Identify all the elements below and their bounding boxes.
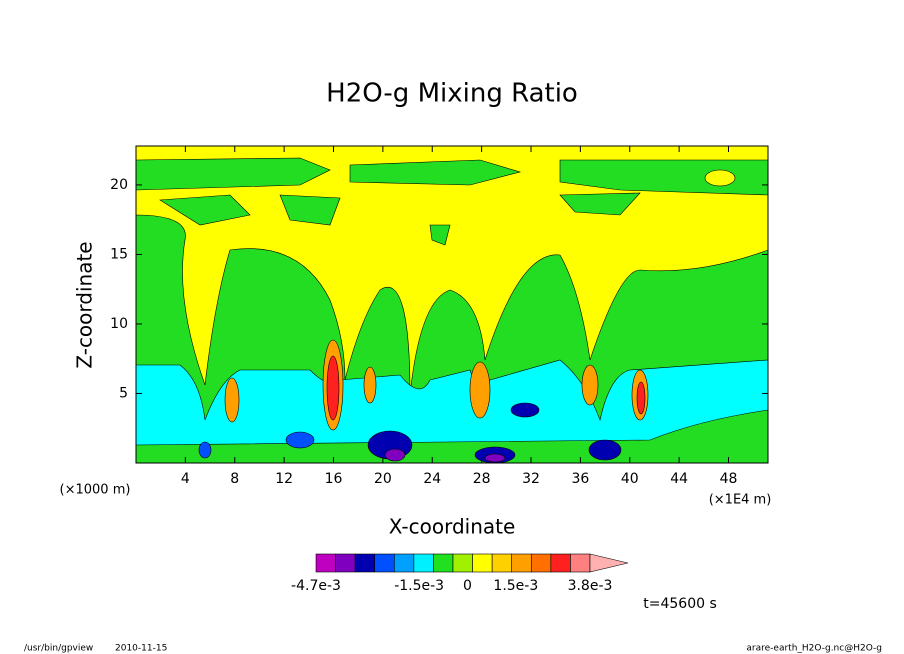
x-tick-label: 4 [181,471,190,487]
colorbar-box [452,553,473,573]
contour-field [135,145,769,464]
x-tick-label: 32 [522,471,540,487]
y-units: (×1000 m) [60,483,131,498]
colorbar-box [511,553,532,573]
y-tick-label: 15 [110,246,128,262]
colorbar-box [413,553,434,573]
x-tick-label: 40 [621,471,639,487]
colorbar-label: 0 [463,578,472,594]
colorbar-box [315,553,336,573]
colorbar-box [472,553,493,573]
colorbar-box [433,553,454,573]
x-tick-label: 12 [275,471,293,487]
colorbar-label: 1.5e-3 [493,578,538,594]
x-tick-label: 36 [571,471,589,487]
x-tick-label: 44 [670,471,688,487]
y-tick-label: 20 [110,177,128,193]
colorbar-box [491,553,513,573]
chart-title: H2O-g Mixing Ratio [326,79,578,109]
colorbar-box [374,553,395,573]
y-axis-label: Z-coordinate [73,241,97,368]
x-tick-label: 16 [325,471,343,487]
x-tick-label: 48 [720,471,738,487]
x-tick-label: 24 [423,471,441,487]
time-label: t=45600 s [643,596,717,612]
x-units: (×1E4 m) [709,493,772,508]
colorbar-box [550,553,571,573]
footer-date: 2010-11-15 [115,644,167,654]
colorbar-extend [589,553,629,573]
x-tick-label: 28 [473,471,491,487]
x-axis-label: X-coordinate [389,515,516,539]
colorbar-label: -1.5e-3 [394,578,444,594]
y-tick-label: 5 [119,385,128,401]
footer-program: /usr/bin/gpview [24,644,93,654]
colorbar-box [530,553,552,573]
x-tick-label: 8 [230,471,239,487]
x-tick-label: 20 [374,471,392,487]
colorbar-label: 3.8e-3 [568,578,613,594]
colorbar-box [570,553,591,573]
colorbar-box [354,553,376,573]
colorbar-label: -4.7e-3 [291,578,341,594]
colorbar-box [335,553,356,573]
y-tick-label: 10 [110,316,128,332]
footer-file: arare-earth_H2O-g.nc@H2O-g [746,644,882,654]
colorbar-box [393,553,415,573]
